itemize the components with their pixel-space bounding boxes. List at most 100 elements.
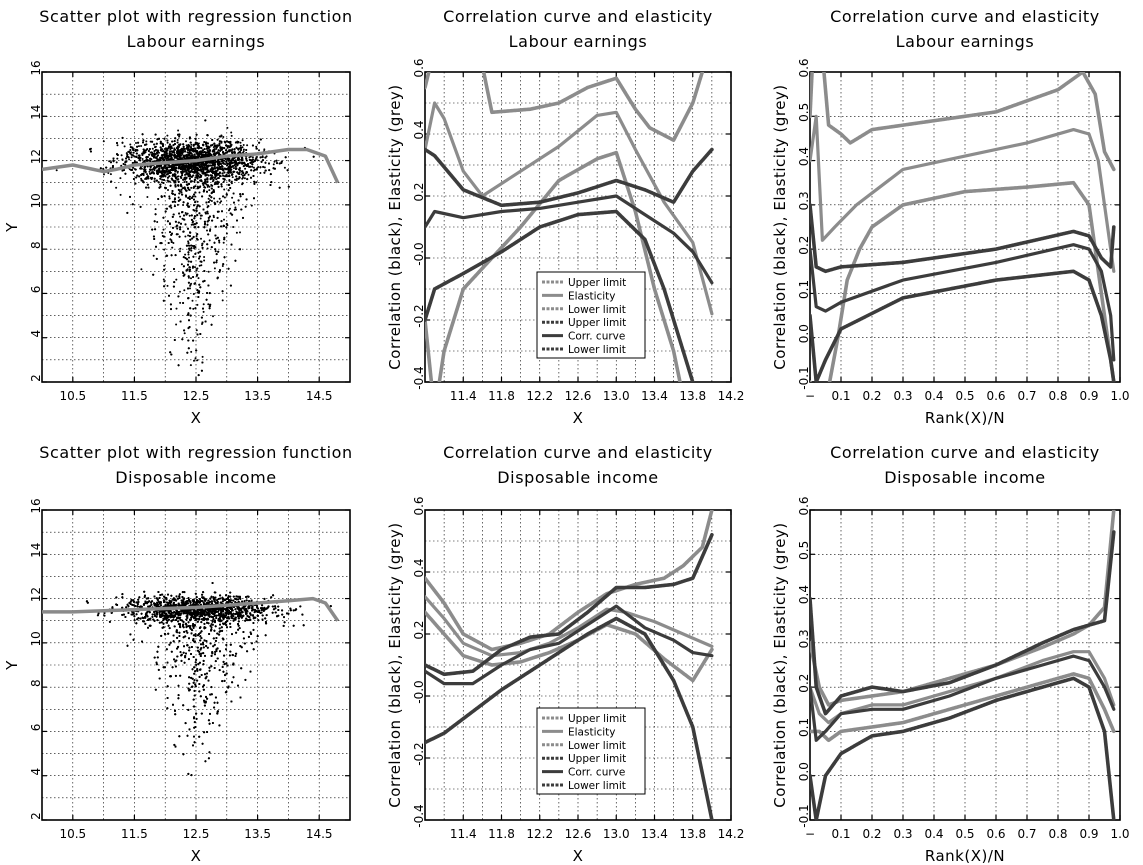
scatter-point [200,316,203,319]
scatter-point [151,140,154,143]
scatter-point [198,283,201,286]
scatter-point [198,191,201,194]
scatter-point [204,161,207,164]
scatter-point [215,147,218,150]
scatter-point [213,165,216,168]
scatter-point [166,176,169,179]
scatter-point [201,321,204,324]
scatter-point [222,136,225,138]
scatter-point [191,195,194,198]
scatter-point [251,144,254,147]
scatter-point [163,195,166,198]
scatter-point [169,154,172,157]
scatter-point [192,155,195,158]
scatter-point [263,171,266,174]
x-tick-label: 14.5 [306,389,333,403]
scatter-point [233,208,236,211]
scatter-point [196,289,199,292]
scatter-point [192,235,195,238]
scatter-point [216,163,219,165]
scatter-point [286,169,289,172]
scatter-point [206,223,209,226]
scatter-point [234,206,237,209]
scatter-point [225,160,228,163]
scatter-point [169,351,172,354]
scatter-point [239,193,242,196]
scatter-point [184,223,187,226]
scatter-point [194,252,197,255]
scatter-point [89,148,92,151]
scatter-point [260,160,263,163]
scatter-point [158,186,161,189]
scatter-point [179,320,182,323]
scatter-point [228,209,230,212]
scatter-point [230,182,233,185]
scatter-point [168,294,170,297]
scatter-point [141,179,144,182]
scatter-point [127,156,130,159]
scatter-point [206,142,209,145]
scatter-point [182,256,185,259]
scatter-point [237,147,240,150]
scatter-point [188,177,191,180]
scatter-point [156,138,159,141]
scatter-point [195,269,198,272]
scatter-point [176,178,179,181]
scatter-point [172,158,175,161]
scatter-point [178,212,181,215]
scatter-point [200,147,203,150]
scatter-point [182,265,185,268]
scatter-point [253,182,256,185]
scatter-point [177,145,180,148]
scatter-point [239,248,241,251]
scatter-point [196,273,199,276]
scatter-point [194,171,197,174]
scatter-point [130,153,133,156]
scatter-point [227,267,230,270]
scatter-point [153,156,155,159]
scatter-point [178,192,181,195]
scatter-point [166,168,169,171]
scatter-point [215,259,218,262]
scatter-point [220,185,223,188]
scatter-point [258,141,261,144]
scatter-point [181,174,184,177]
scatter-point [182,230,185,233]
scatter-point [140,177,143,180]
x-axis-label: X [191,409,202,427]
scatter-point [170,241,173,243]
scatter-point [250,204,253,207]
scatter-point [179,301,182,304]
scatter-point [178,235,181,238]
scatter-point [216,144,219,147]
scatter-point [212,189,215,192]
scatter-point [210,187,213,190]
scatter-point [125,152,128,155]
scatter-point [247,173,250,176]
scatter-point [154,156,157,159]
scatter-point [189,364,192,367]
scatter-point [103,173,105,176]
scatter-point [157,198,160,200]
scatter-point [211,139,214,141]
scatter-point [108,160,111,163]
scatter-point [182,218,185,221]
scatter-point [146,196,149,198]
scatter-point [183,289,186,292]
scatter-point [163,179,165,181]
scatter-point [131,168,134,171]
scatter-point [160,170,163,173]
scatter-point [227,141,230,144]
scatter-point [209,164,212,167]
scatter-point [203,270,206,272]
scatter-point [213,267,216,270]
scatter-point [142,151,145,153]
scatter-point [198,257,200,260]
scatter-point [273,160,276,163]
scatter-point [129,152,132,155]
scatter-point [179,183,182,186]
scatter-point [203,166,206,169]
scatter-point [208,239,211,242]
scatter-point [191,168,194,171]
scatter-point [262,165,265,168]
